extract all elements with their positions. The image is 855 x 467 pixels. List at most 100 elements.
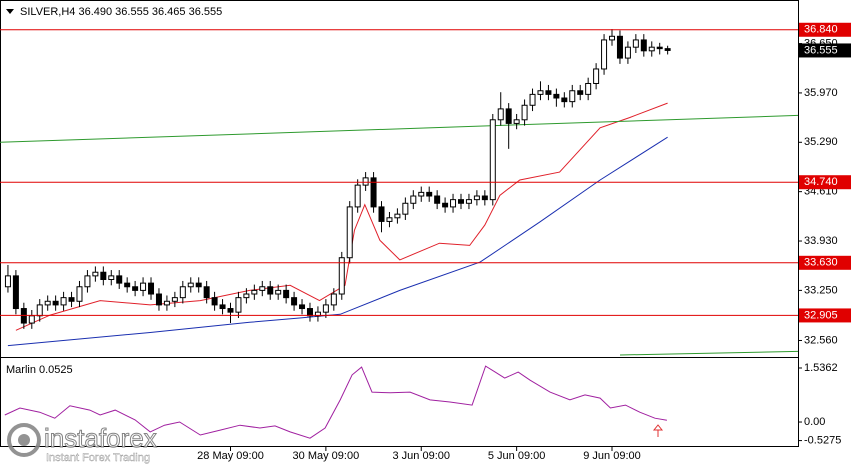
candle-body [92, 271, 99, 277]
candle-body [346, 206, 353, 259]
x-tick-label: 28 May 09:00 [197, 450, 264, 462]
candle-body [426, 191, 433, 197]
candle-body [410, 195, 417, 204]
candle-body [457, 199, 464, 204]
candle-body [163, 300, 170, 306]
last-price-label: 36.555 [804, 44, 838, 56]
candle-body [553, 93, 560, 99]
candle-body [124, 282, 131, 288]
candle-body [148, 282, 155, 295]
x-tick-label: 3 Jun 09:00 [393, 450, 451, 462]
candle-body [434, 195, 441, 204]
candle-body [609, 35, 616, 41]
candle-body [569, 90, 576, 103]
candle-body [585, 82, 592, 95]
candle-body [283, 289, 290, 299]
signal-arrow [652, 424, 664, 437]
candle-body [179, 286, 186, 299]
level-label: 32.905 [804, 309, 838, 321]
x-tick-label: 9 Jun 09:00 [583, 450, 641, 462]
candle-body [648, 46, 655, 52]
candle-body [155, 293, 162, 306]
candle-body [259, 286, 266, 291]
candle-body [442, 202, 449, 208]
candle-body [108, 275, 115, 280]
candle-body [211, 297, 218, 306]
candle-body [616, 35, 623, 59]
candle-body [195, 282, 202, 288]
candle-body [537, 90, 544, 95]
indicator-title: Marlin 0.0525 [6, 364, 73, 376]
x-tick-label: 30 May 09:00 [293, 450, 360, 462]
watermark: instaforex Instant Forex Trading [7, 422, 157, 464]
candle-body [624, 46, 631, 59]
candle-body [267, 286, 274, 295]
candle-body [577, 90, 584, 95]
y-tick-label: 33.930 [804, 235, 838, 247]
menu-triangle[interactable] [6, 9, 14, 14]
candle-body [402, 202, 409, 215]
candle-body [203, 286, 210, 299]
candle-body [505, 108, 512, 124]
candle-body [140, 282, 147, 291]
candle-body [291, 297, 298, 306]
candle-body [632, 39, 639, 48]
candle-body [171, 297, 178, 302]
level-label-box [799, 255, 851, 270]
y-tick-label: -0.5275 [804, 434, 841, 446]
indicator-line [4, 365, 667, 439]
candle-body [664, 48, 671, 51]
candle-body [386, 217, 393, 222]
candle-body [4, 275, 11, 288]
y-tick-label: 35.970 [804, 87, 838, 99]
candle-body [227, 308, 234, 313]
level-label: 36.840 [804, 24, 838, 36]
candle-body [465, 199, 472, 204]
plot-frame [0, 0, 799, 447]
candle-body [338, 257, 345, 295]
candle-body [330, 293, 337, 306]
level-label-box [799, 175, 851, 190]
candle-body [394, 213, 401, 219]
candle-body [489, 119, 496, 201]
level-label: 34.740 [804, 176, 838, 188]
candle-body [640, 39, 647, 52]
candle-body [60, 297, 67, 306]
candle-body [116, 275, 123, 284]
overlay-line [619, 350, 798, 356]
candle-body [370, 177, 377, 208]
brand: instaforex [44, 423, 157, 453]
y-tick-label: 1.5362 [804, 362, 838, 374]
level-label: 33.630 [804, 257, 838, 269]
overlay-line [0, 114, 798, 143]
candle-body [36, 304, 43, 317]
candle-body [450, 199, 457, 208]
candle-body [299, 304, 306, 310]
candle-body [561, 97, 568, 103]
y-tick-label: 33.250 [804, 284, 838, 296]
overlay-line [7, 136, 668, 347]
logo-icon [7, 423, 41, 457]
candle-body [354, 184, 361, 208]
candle-body [497, 108, 504, 121]
candle-body [100, 271, 107, 280]
candle-body [187, 282, 194, 288]
level-label-box [799, 308, 851, 323]
candle-body [84, 275, 91, 288]
candle-body [593, 68, 600, 84]
candle-body [12, 275, 19, 310]
y-tick-label: 32.560 [804, 334, 838, 346]
y-tick-label: 35.290 [804, 136, 838, 148]
candle-body [521, 104, 528, 121]
candle-body [656, 46, 663, 50]
candle-body [251, 289, 258, 295]
candle-body [378, 206, 385, 222]
logo-icon-core [18, 434, 30, 446]
candle-body [418, 191, 425, 197]
candle-body [481, 195, 488, 201]
candle-body [362, 177, 369, 186]
candle-body [529, 93, 536, 106]
candle-body [275, 289, 282, 295]
candle-body [132, 286, 139, 291]
